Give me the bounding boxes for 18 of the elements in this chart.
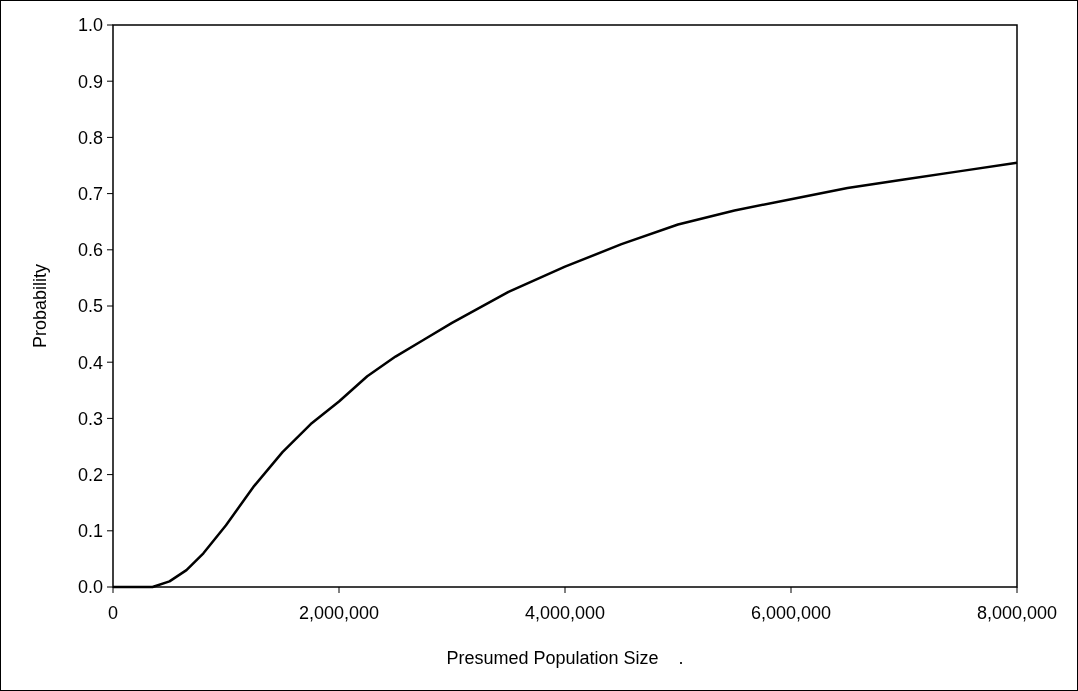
y-tick-label: 0.2 [77,464,103,485]
x-tick-label: 6,000,000 [750,603,832,623]
y-tick-label: 1.0 [77,15,103,36]
y-tick-label: 0.5 [77,296,103,317]
x-axis-title: Presumed Population Size . [446,648,684,668]
x-tick-label: 0 [107,603,119,623]
y-tick-label: 0.6 [77,240,103,261]
y-tick-label: 0.9 [77,71,103,92]
y-tick-label: 0.3 [77,408,103,429]
y-tick-label: 0.7 [77,183,103,204]
y-tick-label: 0.4 [77,352,103,373]
y-tick-label: 0.1 [77,521,103,542]
y-tick-label: 0.8 [77,127,103,148]
y-axis-title: Probability [30,263,50,349]
x-tick-label: 8,000,000 [976,603,1058,623]
y-tick-label: 0.0 [77,577,103,598]
x-tick-label: 2,000,000 [298,603,380,623]
x-tick-label: 4,000,000 [524,603,606,623]
